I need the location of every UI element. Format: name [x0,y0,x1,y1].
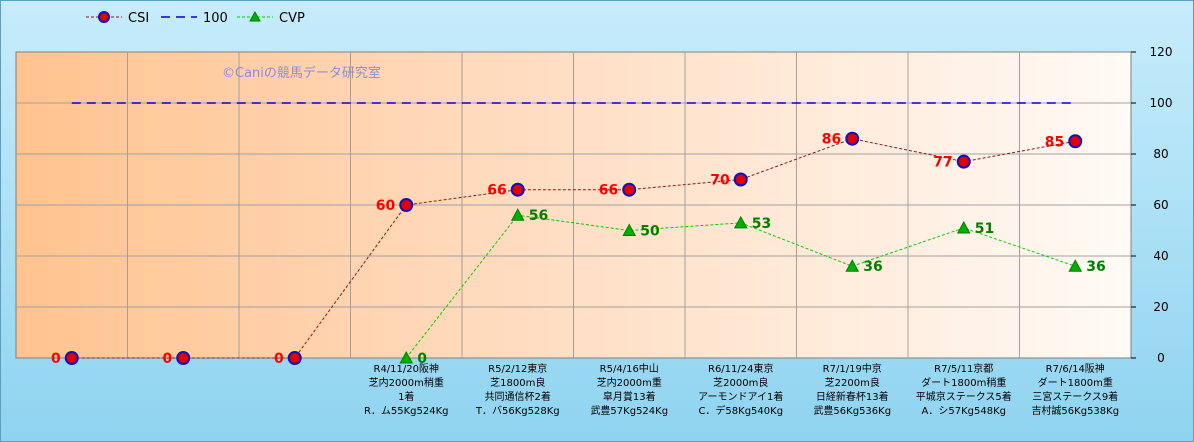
csi-point [733,172,748,187]
legend-label-csi: CSI [128,11,149,26]
csi-data-label: 66 [487,183,506,199]
cvp-point [733,215,748,229]
x-category-label: A．シ57Kg548Kg [922,406,1006,417]
cvp-point [956,220,971,234]
csi-data-label: 60 [376,198,396,214]
x-category-label: 1着 [398,390,414,403]
data-labels: 0 0 0 60 66 66 70 86 77 85 0 56 50 53 36 51 36 [51,132,1106,367]
csi-point [399,198,414,212]
x-category-label: 日経新春杯13着 [816,390,889,403]
x-category-label: 三宮ステークス9着 [1032,390,1118,403]
y-tick-label: 80 [1153,147,1168,161]
csi-point [287,351,302,365]
cvp-point [845,259,860,272]
csi-data-label: 77 [933,155,952,171]
csi-data-label: 85 [1045,134,1064,150]
cvp-data-label: 36 [1086,259,1105,275]
x-category-label: 皐月賞13着 [603,390,656,403]
x-category-label: R7/6/14阪神 [1046,362,1105,375]
x-category-label: ダート1800m稍重 [921,376,1006,389]
legend-marker-csi [98,11,110,23]
markers [64,131,1083,365]
x-category-label: 芝1800m良 [490,376,545,389]
watermark: ©Caniの競馬データ研究室 [222,65,381,81]
x-category-label: R5/4/16中山 [600,362,659,375]
x-category-label: 芝2000m良 [713,376,768,389]
y-tick-label: 100 [1150,96,1173,110]
cvp-data-label: 0 [417,351,427,367]
x-category-label: 武豊56Kg536Kg [813,404,891,417]
x-category-label: 芝2200m良 [825,376,880,389]
x-category-label: 芝内2000m重 [597,376,662,389]
csi-point [510,182,525,197]
y-tick-label: 20 [1153,300,1168,314]
x-category-label: R4/11/20阪神 [374,362,440,375]
csi-point [1068,134,1083,149]
cvp-data-label: 56 [529,208,548,224]
x-category-label: 平城京ステークス5着 [916,390,1012,403]
cvp-point [399,350,414,364]
y-tick-label: 60 [1153,198,1168,212]
csi-point [64,351,79,365]
cvp-data-label: 51 [975,221,994,237]
legend: CSI 100 CVP [86,10,305,26]
csi-data-label: 0 [163,351,173,367]
cvp-data-label: 53 [752,216,771,232]
y-axis-ticks: 0 20 40 60 80 100 120 [1131,45,1172,365]
cvp-point [622,223,637,236]
y-tick-label: 0 [1157,351,1165,365]
csi-data-label: 86 [822,132,841,148]
csi-point [176,351,191,365]
y-tick-label: 40 [1153,249,1168,263]
csi-data-label: 0 [274,351,284,367]
cvp-point [510,208,525,221]
cvp-data-label: 50 [640,224,660,240]
x-category-label: 共同通信杯2着 [485,390,551,403]
csi-point [956,154,971,169]
x-category-label: R5/2/12東京 [488,362,547,375]
csi-data-label: 0 [51,351,61,367]
x-category-label: C．デ58Kg540Kg [698,404,783,417]
series-line-csi [71,138,1076,359]
csi-data-label: 66 [599,183,618,199]
csi-data-label: 70 [710,173,730,189]
x-category-label: R7/1/19中京 [823,362,882,375]
x-category-label: R7/5/11京都 [934,362,993,375]
cvp-data-label: 36 [863,259,882,275]
x-category-label: 芝内2000m稍重 [369,376,444,389]
x-category-label: 吉村誠56Kg538Kg [1031,404,1119,417]
legend-label-100: 100 [203,11,228,26]
legend-label-cvp: CVP [279,11,305,26]
csi-point [845,131,860,146]
legend-marker-cvp [249,10,261,22]
x-category-label: ダート1800m重 [1038,376,1113,389]
x-category-label: R6/11/24東京 [708,362,774,375]
y-tick-label: 120 [1150,45,1173,59]
csi-point [622,182,637,197]
x-category-label: 武豊57Kg524Kg [590,404,668,417]
x-category-label: R．ム55Kg524Kg [364,405,449,417]
cvp-point [1068,259,1083,272]
x-category-label: T．バ56Kg528Kg [475,405,560,417]
x-category-label: アーモンドアイ1着 [698,390,783,403]
